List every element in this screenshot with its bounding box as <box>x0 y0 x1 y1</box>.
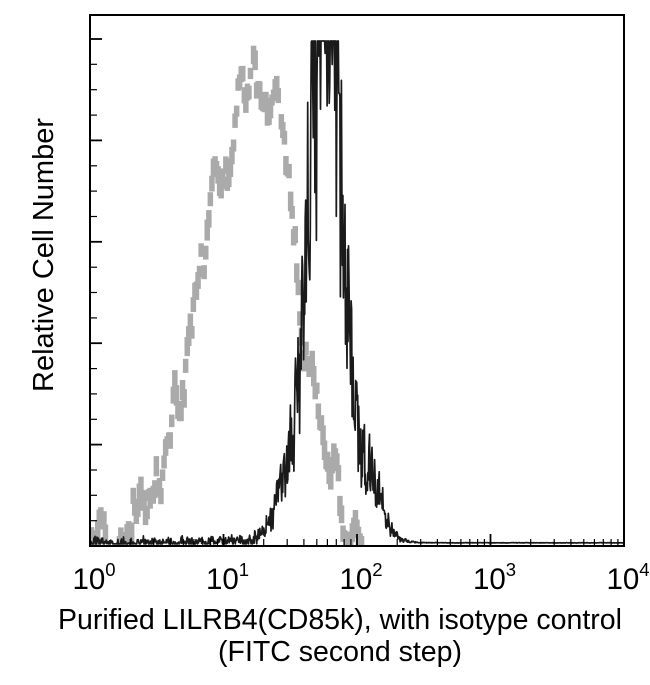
svg-text:101: 101 <box>206 559 249 596</box>
svg-text:(FITC second step): (FITC second step) <box>218 636 462 668</box>
svg-text:Relative Cell Number: Relative Cell Number <box>28 118 60 392</box>
svg-text:100: 100 <box>72 559 115 596</box>
svg-text:Purified LILRB4(CD85k), with i: Purified LILRB4(CD85k), with isotype con… <box>58 604 622 636</box>
svg-text:102: 102 <box>339 559 382 596</box>
svg-text:104: 104 <box>606 559 649 596</box>
svg-text:103: 103 <box>473 559 516 596</box>
